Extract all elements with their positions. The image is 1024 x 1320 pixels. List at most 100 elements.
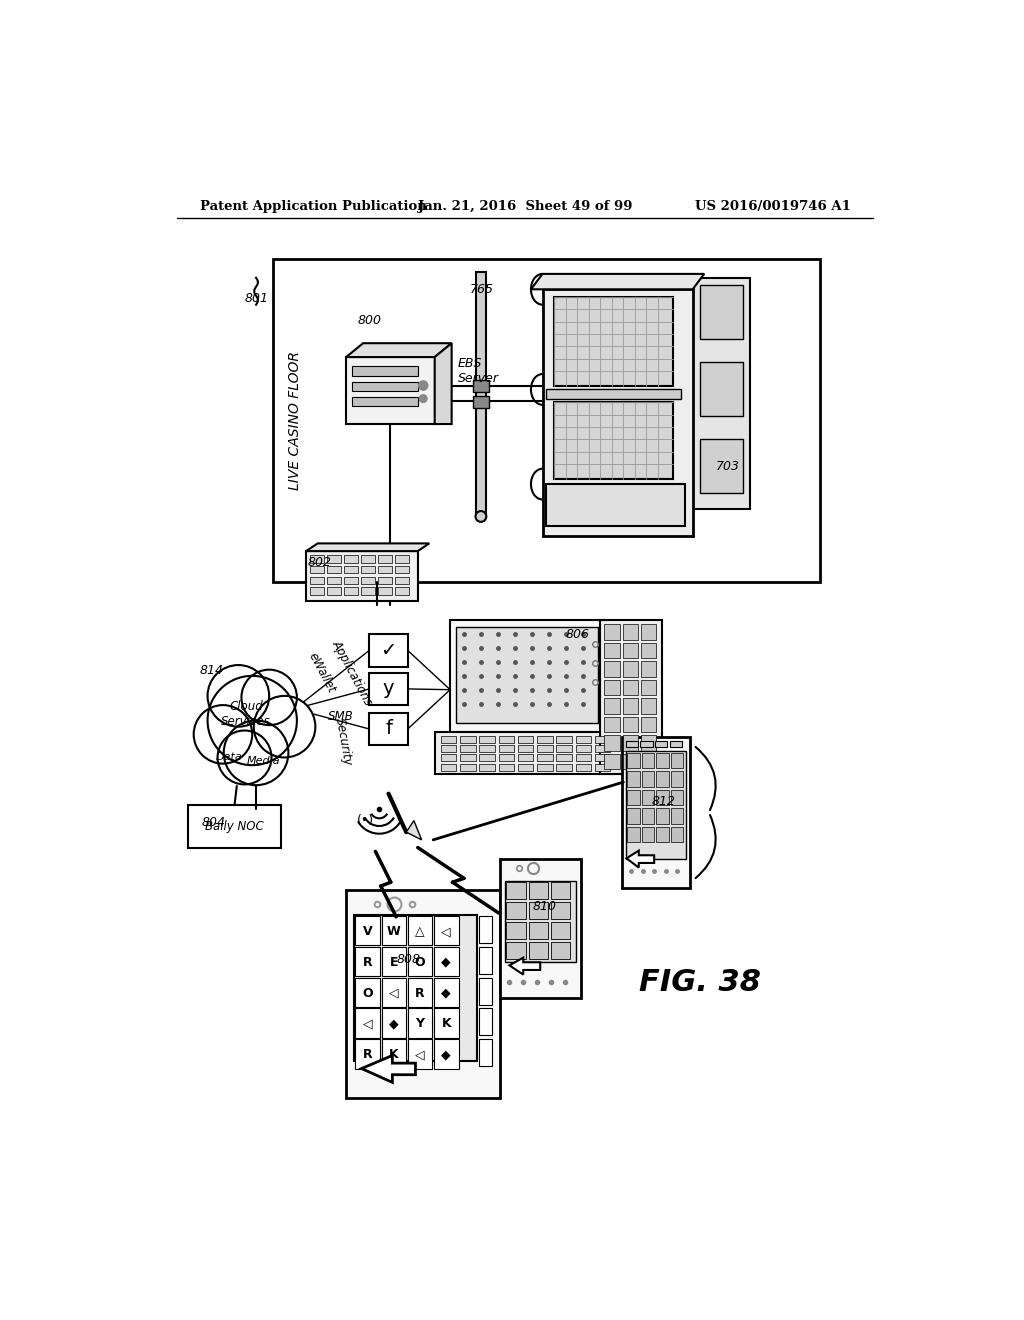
Bar <box>378 554 391 562</box>
Text: 765: 765 <box>469 282 494 296</box>
Text: 801: 801 <box>245 292 268 305</box>
Bar <box>327 566 341 573</box>
Bar <box>700 440 742 494</box>
Bar <box>344 587 357 595</box>
Bar <box>551 903 570 919</box>
Bar <box>623 624 638 640</box>
Bar <box>310 577 324 585</box>
Bar <box>538 744 553 752</box>
Bar <box>310 566 324 573</box>
Bar <box>451 620 604 733</box>
Text: ◆: ◆ <box>441 986 452 999</box>
Bar <box>506 942 525 960</box>
Bar <box>355 946 380 977</box>
Bar <box>628 771 640 787</box>
Bar <box>575 744 591 752</box>
Bar <box>273 259 819 582</box>
Bar <box>528 942 548 960</box>
Bar <box>528 903 548 919</box>
Text: W: W <box>387 925 400 939</box>
Text: 812: 812 <box>651 795 675 808</box>
Bar <box>355 978 380 1007</box>
Bar <box>641 680 656 696</box>
Bar <box>382 1008 407 1038</box>
Bar <box>671 771 683 787</box>
Bar <box>556 763 571 771</box>
Bar <box>360 566 375 573</box>
Bar <box>595 763 610 771</box>
Bar <box>551 923 570 940</box>
Bar <box>360 577 375 585</box>
Bar <box>656 752 669 768</box>
Circle shape <box>223 721 289 785</box>
Bar <box>554 403 674 479</box>
Bar <box>370 713 408 744</box>
Bar <box>575 755 591 762</box>
Bar <box>671 808 683 824</box>
Bar <box>378 587 391 595</box>
Bar <box>604 754 620 770</box>
Text: 802: 802 <box>307 556 332 569</box>
Bar <box>473 396 488 408</box>
Bar <box>355 1039 380 1069</box>
Text: V: V <box>362 925 373 939</box>
Text: Media: Media <box>247 755 281 766</box>
Bar <box>604 661 620 677</box>
Bar <box>604 624 620 640</box>
Bar <box>188 805 281 847</box>
Bar <box>538 763 553 771</box>
Circle shape <box>208 665 269 726</box>
Bar <box>628 808 640 824</box>
Bar <box>600 620 662 775</box>
Bar <box>441 737 457 743</box>
Bar <box>595 737 610 743</box>
Bar <box>641 661 656 677</box>
Bar <box>441 744 457 752</box>
Bar <box>518 737 534 743</box>
Text: ◁: ◁ <box>441 925 452 939</box>
Bar <box>499 737 514 743</box>
Bar <box>434 1039 459 1069</box>
Bar <box>382 1039 407 1069</box>
Bar <box>506 882 525 899</box>
Text: 804: 804 <box>202 816 225 829</box>
Circle shape <box>217 730 271 784</box>
Bar <box>623 698 638 714</box>
Bar <box>499 744 514 752</box>
Bar <box>604 717 620 733</box>
Circle shape <box>242 669 297 725</box>
Bar <box>640 742 652 747</box>
Polygon shape <box>435 343 452 424</box>
Bar <box>306 552 418 601</box>
Bar <box>352 397 418 407</box>
Bar <box>434 946 459 977</box>
Bar <box>408 1039 432 1069</box>
Text: US 2016/0019746 A1: US 2016/0019746 A1 <box>694 199 851 213</box>
Bar <box>441 763 457 771</box>
Circle shape <box>208 676 297 766</box>
Bar <box>642 771 654 787</box>
Bar <box>344 554 357 562</box>
Text: O: O <box>362 986 373 999</box>
Bar <box>604 698 620 714</box>
Text: LIVE CASINO FLOOR: LIVE CASINO FLOOR <box>288 351 302 490</box>
Bar <box>628 826 640 842</box>
Bar <box>506 923 525 940</box>
Text: Data: Data <box>216 752 243 763</box>
Text: E: E <box>390 956 398 969</box>
Bar <box>394 566 409 573</box>
Bar <box>595 744 610 752</box>
Bar <box>460 737 475 743</box>
Text: 800: 800 <box>357 314 382 326</box>
Bar <box>671 752 683 768</box>
Text: ◁: ◁ <box>362 1018 373 1031</box>
Polygon shape <box>627 850 654 867</box>
Bar <box>478 978 493 1005</box>
Bar <box>547 389 681 399</box>
Text: y: y <box>383 680 394 698</box>
Bar <box>518 744 534 752</box>
Bar <box>641 624 656 640</box>
Bar <box>460 744 475 752</box>
Bar <box>346 358 435 424</box>
Text: ✓: ✓ <box>380 642 396 660</box>
